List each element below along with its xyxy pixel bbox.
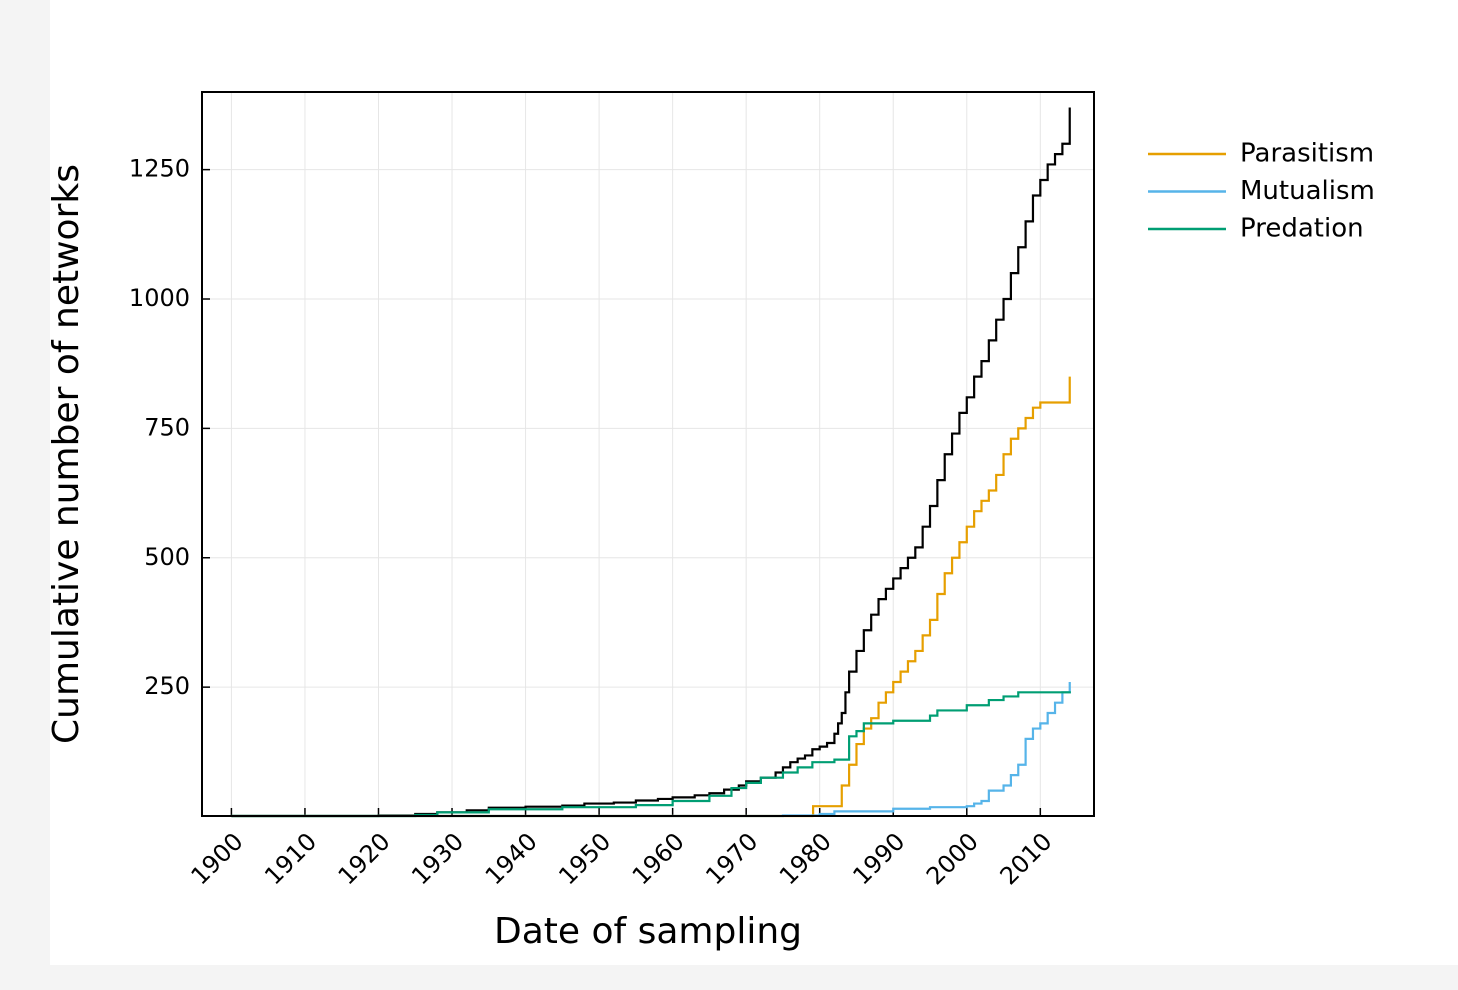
y-tick-label: 250 bbox=[144, 672, 190, 700]
legend-label: Parasitism bbox=[1240, 139, 1374, 169]
plot-frame bbox=[201, 91, 1095, 817]
legend-label: Mutualism bbox=[1240, 176, 1375, 206]
y-axis-label: Cumulative number of networks bbox=[46, 164, 87, 744]
series-line bbox=[231, 681, 1071, 818]
y-tick-label: 1000 bbox=[129, 284, 190, 312]
y-tick-label: 750 bbox=[144, 413, 190, 441]
series-line bbox=[231, 107, 1071, 818]
y-tick-label: 1250 bbox=[129, 155, 190, 183]
series-line bbox=[231, 691, 1071, 818]
x-axis-label: Date of sampling bbox=[494, 911, 802, 952]
background bbox=[50, 0, 1458, 965]
series-line bbox=[231, 376, 1071, 818]
legend-label: Predation bbox=[1240, 214, 1364, 244]
y-tick-label: 500 bbox=[144, 543, 190, 571]
